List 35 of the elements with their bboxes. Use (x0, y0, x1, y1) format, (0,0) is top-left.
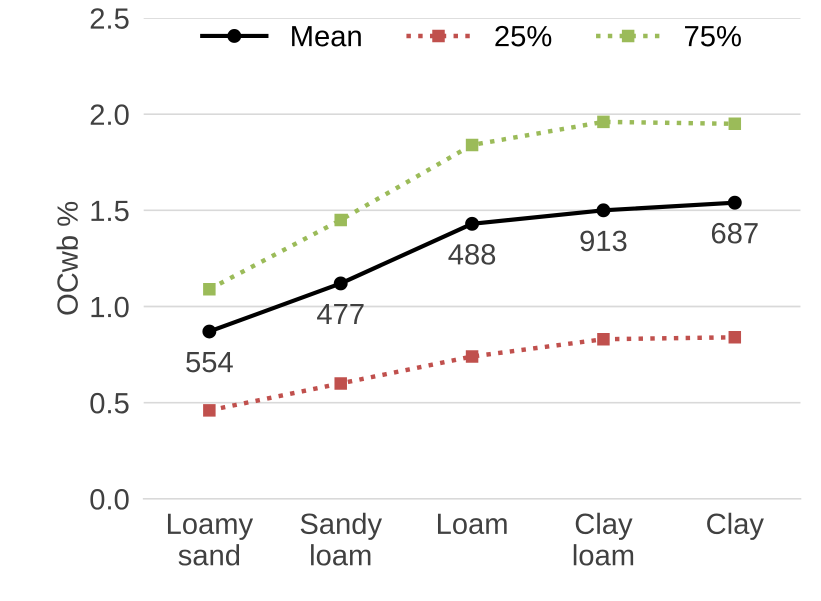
point (597, 332, 610, 346)
y-tick-label: 2.5 (90, 8, 129, 29)
point (334, 214, 347, 226)
point (728, 196, 742, 210)
y-tick-label: 1.0 (91, 296, 129, 318)
point (728, 118, 742, 130)
x-tick-label: Clay loam (574, 512, 634, 566)
point (465, 216, 480, 231)
y-axis-title: OCwb % (56, 202, 78, 315)
annotation: 477 (317, 304, 364, 324)
x-tick-label: Clay (707, 512, 764, 540)
legend-label: 75% (685, 26, 741, 46)
point (596, 203, 610, 218)
annotation: 913 (580, 230, 626, 252)
y-tick-label: 2.0 (90, 104, 129, 126)
point (466, 350, 478, 363)
point (334, 377, 347, 390)
point (203, 282, 216, 296)
point (334, 276, 348, 290)
point (202, 324, 216, 338)
point (203, 404, 216, 417)
y-tick-label: 0.0 (90, 489, 129, 510)
point (597, 116, 610, 128)
x-tick-label: Loam (438, 514, 507, 534)
point (466, 138, 478, 152)
y-tick-label: 1.5 (91, 200, 129, 222)
x-tick-label: Loamy sand (168, 514, 254, 566)
legend-label: 25% (495, 26, 552, 46)
point (728, 331, 742, 344)
x-tick-label: Sandy loam (300, 512, 382, 566)
y-tick-label: 0.5 (90, 392, 129, 414)
legend-label: Mean (292, 26, 361, 46)
annotation: 554 (186, 352, 233, 372)
annotation: 488 (448, 244, 496, 265)
annotation: 687 (712, 222, 758, 244)
